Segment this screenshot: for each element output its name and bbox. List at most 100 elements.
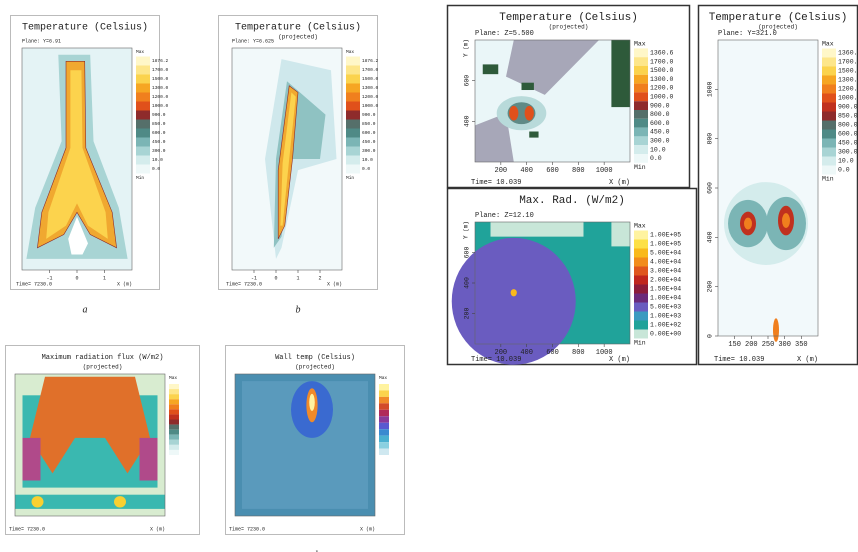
panel-title: Wall temp (Celsius) — [275, 354, 355, 362]
legend-swatch — [822, 49, 836, 58]
legend-label: 3.00E+04 — [650, 268, 681, 275]
contour — [309, 394, 315, 411]
x-tick-label: 250 — [762, 341, 775, 349]
legend-label: 1700.0 — [362, 67, 379, 73]
time-label: Time= 10.039 — [471, 179, 521, 187]
x-tick-label: 0 — [274, 275, 277, 281]
legend-label: 10.0 — [838, 158, 854, 165]
legend-label: 300.0 — [650, 138, 670, 145]
legend-swatch — [136, 66, 150, 75]
legend-label: Max — [169, 375, 177, 381]
legend-swatch — [822, 148, 836, 157]
legend-label: 1300.0 — [152, 85, 169, 91]
y-tick-label: 0 — [707, 334, 714, 338]
legend-swatch — [346, 129, 360, 138]
legend-label: 1000.0 — [362, 103, 379, 109]
legend-label: 1.00E+03 — [650, 313, 681, 320]
time-label: Time= 7230.0 — [226, 281, 262, 287]
legend-swatch — [379, 384, 389, 390]
legend-swatch — [634, 48, 648, 57]
legend-swatch — [379, 403, 389, 409]
legend-swatch — [634, 285, 648, 294]
legend-swatch — [169, 440, 179, 445]
contour — [525, 106, 534, 121]
legend-swatch — [379, 397, 389, 403]
legend-label: Max — [822, 41, 834, 48]
contour — [509, 106, 518, 121]
panel: Temperature (Celsius)(projected)Plane: Z… — [448, 6, 690, 188]
legend-swatch — [169, 384, 179, 389]
legend-swatch — [169, 435, 179, 440]
legend-swatch — [634, 75, 648, 84]
legend-label: 5.00E+03 — [650, 304, 681, 311]
panel-title: Maximum radiation flux (W/m2) — [42, 354, 164, 362]
legend-swatch — [136, 156, 150, 165]
legend-label: 900.0 — [838, 104, 858, 111]
x-tick-label: 0 — [75, 275, 78, 281]
legend-swatch — [634, 136, 648, 145]
legend-swatch — [169, 389, 179, 394]
legend-label: 1876.2 — [362, 58, 379, 64]
legend-label: 1500.0 — [650, 67, 674, 74]
x-tick-label: 600 — [546, 167, 559, 175]
legend-label: 1360.6 — [838, 50, 858, 57]
legend-label: Min — [136, 175, 144, 181]
legend-swatch — [169, 430, 179, 435]
legend-label: 900.0 — [362, 112, 376, 118]
legend-swatch — [379, 410, 389, 416]
legend-swatch — [346, 147, 360, 156]
legend-swatch — [634, 231, 648, 240]
legend-swatch — [169, 445, 179, 450]
legend-swatch — [136, 75, 150, 84]
x-axis-label: X (m) — [327, 281, 342, 287]
legend-swatch — [346, 84, 360, 93]
legend-swatch — [379, 449, 389, 455]
x-axis-label: X (m) — [609, 179, 630, 187]
legend-label: 5.00E+04 — [650, 250, 681, 257]
legend-swatch — [822, 94, 836, 103]
legend-swatch — [169, 399, 179, 404]
legend-swatch — [346, 138, 360, 147]
legend-label: 1700.0 — [650, 58, 674, 65]
legend-swatch — [634, 240, 648, 249]
legend-label: 300.0 — [362, 148, 376, 154]
panel-title: Temperature (Celsius) — [499, 12, 638, 24]
legend-label: Max — [379, 375, 387, 381]
legend-swatch — [822, 112, 836, 121]
legend-swatch — [136, 129, 150, 138]
x-tick-label: 350 — [795, 341, 808, 349]
y-tick-label: 400 — [707, 231, 714, 243]
legend-label: Max — [634, 223, 646, 230]
legend-label: 1000.0 — [650, 94, 674, 101]
legend-swatch — [634, 110, 648, 119]
legend-swatch — [822, 103, 836, 112]
legend-label: 1360.6 — [650, 50, 674, 57]
legend-swatch — [634, 101, 648, 110]
panel-title: Temperature (Celsius) — [235, 22, 361, 34]
legend-label: 1300.0 — [650, 76, 674, 83]
legend-label: 0.00E+00 — [650, 331, 681, 338]
legend-swatch — [346, 102, 360, 111]
legend-label: 1.50E+04 — [650, 286, 681, 293]
legend-swatch — [136, 120, 150, 129]
y-tick-label: 1000 — [707, 81, 714, 97]
legend-swatch — [346, 120, 360, 129]
legend-swatch — [822, 67, 836, 76]
legend-label: 850.0 — [838, 113, 858, 120]
plane-label: Plane: Z=12.10 — [475, 212, 534, 220]
y-tick-label: 600 — [464, 75, 471, 87]
x-axis-label: X (m) — [609, 356, 630, 364]
legend-label: 1300.0 — [838, 77, 858, 84]
x-axis-label: X (m) — [797, 356, 818, 364]
legend-swatch — [822, 157, 836, 166]
legend-label: 1000.0 — [838, 95, 858, 102]
plane-label: Plane: Y=6.91 — [22, 38, 61, 44]
legend-label: 850.0 — [152, 121, 166, 127]
time-label: Time= 7230.0 — [16, 281, 52, 287]
legend-label: 10.0 — [152, 157, 163, 163]
contour — [23, 438, 41, 481]
panel: Temperature (Celsius)(projected)Plane: Y… — [219, 16, 379, 316]
contour — [32, 496, 44, 507]
legend-swatch — [634, 145, 648, 154]
legend-swatch — [169, 409, 179, 414]
